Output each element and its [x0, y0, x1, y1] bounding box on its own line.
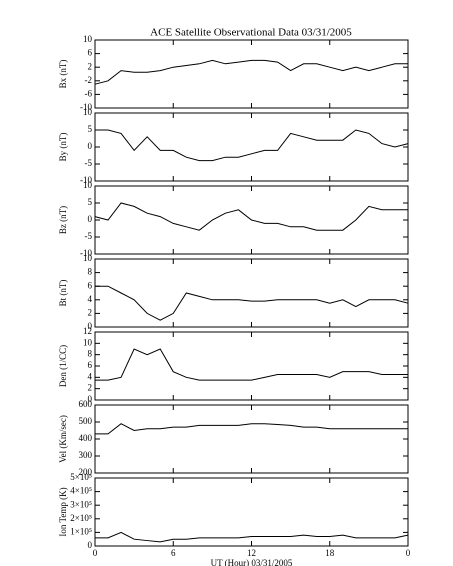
y-tick-label: 6 [88, 360, 93, 370]
y-tick-label: 1×10⁵ [70, 526, 92, 536]
y-tick-label: 5×10⁵ [70, 472, 92, 482]
y-tick-label: 6 [88, 280, 93, 290]
y-tick-label: 4 [88, 371, 93, 381]
data-line [95, 285, 409, 321]
y-tick-label: 0 [88, 141, 93, 151]
y-tick-label: 0 [88, 214, 93, 224]
y-axis-label: Bz (nT) [58, 206, 68, 234]
panel-frame [94, 112, 409, 182]
x-tick-label: 6 [171, 548, 176, 558]
y-tick-label: -6 [85, 88, 93, 98]
y-tick-label: 6 [88, 48, 93, 58]
y-tick-label: 2×10⁵ [70, 513, 92, 523]
y-axis-label: Vel (Km/sec) [58, 415, 68, 463]
data-line [95, 531, 409, 543]
data-line [95, 348, 408, 381]
panel-frame [94, 39, 409, 109]
y-tick-label: 8 [88, 349, 93, 359]
x-tick-label: 0 [406, 548, 411, 558]
y-tick-label: 10 [83, 337, 93, 347]
y-tick-label: 4×10⁵ [70, 486, 92, 496]
y-tick-label: 600 [79, 399, 93, 409]
y-tick-label: 5 [88, 124, 93, 134]
x-tick-label: 18 [325, 548, 335, 558]
y-axis-label: Bx (nT) [58, 60, 68, 89]
y-tick-label: 200 [79, 467, 93, 477]
y-tick-label: 2 [88, 61, 93, 71]
y-axis-label: Bt (nT) [58, 280, 68, 307]
panel-frame [94, 404, 409, 474]
y-tick-label: 2 [88, 307, 93, 317]
y-tick-label: 12 [83, 326, 92, 336]
y-tick-label: 10 [83, 253, 93, 263]
y-tick-label: -10 [80, 175, 92, 185]
y-tick-label: 3×10⁵ [70, 499, 92, 509]
y-tick-label: 500 [79, 416, 93, 426]
y-tick-label: 5 [88, 197, 93, 207]
y-tick-label: -2 [85, 75, 93, 85]
data-line [95, 423, 408, 435]
y-tick-label: 4 [88, 294, 93, 304]
panel-frame [94, 258, 409, 328]
y-tick-label: -5 [85, 231, 93, 241]
y-tick-label: 300 [79, 450, 93, 460]
y-tick-label: -10 [80, 248, 92, 258]
chart-title: ACE Satellite Observational Data 03/31/2… [150, 27, 352, 39]
x-tick-label: 12 [247, 548, 256, 558]
y-tick-label: 2 [88, 383, 93, 393]
y-tick-label: 0 [88, 394, 93, 404]
data-line [94, 202, 408, 231]
y-tick-label: 0 [88, 321, 93, 331]
x-tick-label: 0 [93, 548, 98, 558]
y-tick-label: 400 [79, 433, 93, 443]
data-line [94, 59, 408, 85]
y-tick-label: 10 [83, 107, 93, 117]
y-axis-label: Ion Temp (K) [58, 487, 68, 536]
panel-frame [94, 477, 409, 547]
y-axis-label: Den (1/CC) [58, 345, 68, 387]
y-tick-label: -10 [80, 102, 92, 112]
y-axis-label: By (nT) [58, 133, 68, 162]
y-tick-label: 8 [88, 267, 93, 277]
y-tick-label: 0 [88, 540, 93, 550]
y-tick-label: 10 [83, 180, 93, 190]
y-tick-label: -5 [85, 158, 93, 168]
panel-frame [94, 331, 409, 401]
data-line [95, 129, 409, 162]
y-tick-label: 10 [83, 34, 93, 44]
x-axis-label: UT (Hour) 03/31/2005 [211, 558, 293, 566]
